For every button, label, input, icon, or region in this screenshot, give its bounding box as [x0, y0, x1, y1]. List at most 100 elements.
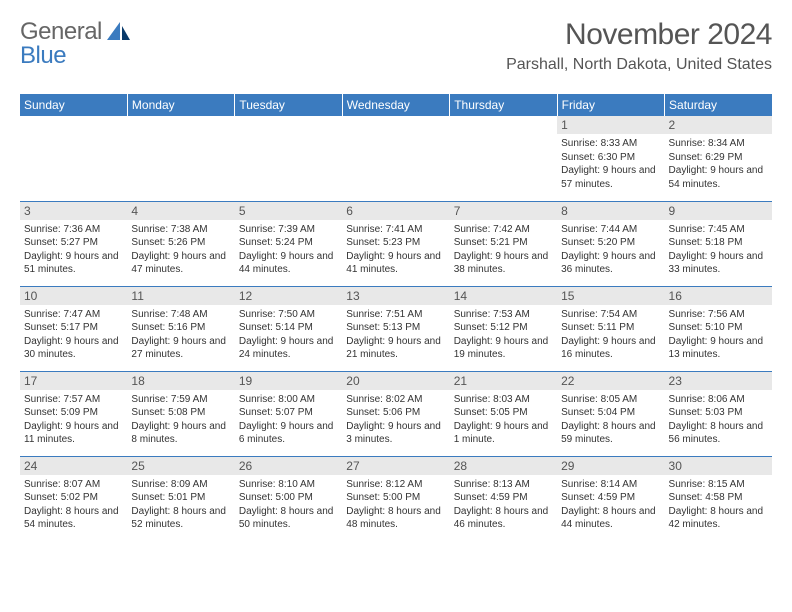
day-number: 22 — [557, 372, 664, 390]
day-detail: Sunrise: 8:07 AMSunset: 5:02 PMDaylight:… — [20, 475, 127, 532]
day-detail-line: Daylight: 9 hours and 13 minutes. — [669, 335, 768, 362]
day-detail-line: Daylight: 9 hours and 6 minutes. — [239, 420, 338, 447]
calendar-day-cell: 16Sunrise: 7:56 AMSunset: 5:10 PMDayligh… — [665, 286, 772, 371]
day-detail-line: Sunrise: 7:36 AM — [24, 223, 123, 237]
day-detail: Sunrise: 7:56 AMSunset: 5:10 PMDaylight:… — [665, 305, 772, 362]
day-detail-line: Sunrise: 8:02 AM — [346, 393, 445, 407]
day-detail-line: Sunset: 5:10 PM — [669, 321, 768, 335]
day-number — [342, 116, 449, 134]
title-block: November 2024 Parshall, North Dakota, Un… — [506, 18, 772, 74]
calendar-day-cell: 13Sunrise: 7:51 AMSunset: 5:13 PMDayligh… — [342, 286, 449, 371]
day-detail-line: Daylight: 9 hours and 47 minutes. — [131, 250, 230, 277]
calendar-day-cell: 9Sunrise: 7:45 AMSunset: 5:18 PMDaylight… — [665, 201, 772, 286]
day-detail: Sunrise: 8:12 AMSunset: 5:00 PMDaylight:… — [342, 475, 449, 532]
day-detail-line: Daylight: 9 hours and 54 minutes. — [669, 164, 768, 191]
day-detail: Sunrise: 8:34 AMSunset: 6:29 PMDaylight:… — [665, 134, 772, 191]
day-detail-line: Sunrise: 8:00 AM — [239, 393, 338, 407]
day-detail: Sunrise: 7:38 AMSunset: 5:26 PMDaylight:… — [127, 220, 234, 277]
calendar-body: 1Sunrise: 8:33 AMSunset: 6:30 PMDaylight… — [20, 116, 772, 541]
day-detail-line: Sunrise: 8:12 AM — [346, 478, 445, 492]
calendar-day-cell: 19Sunrise: 8:00 AMSunset: 5:07 PMDayligh… — [235, 371, 342, 456]
day-number: 29 — [557, 457, 664, 475]
day-detail-line: Sunrise: 7:44 AM — [561, 223, 660, 237]
day-detail-line: Sunrise: 7:59 AM — [131, 393, 230, 407]
day-number: 28 — [450, 457, 557, 475]
day-number: 8 — [557, 202, 664, 220]
day-detail-line: Daylight: 9 hours and 24 minutes. — [239, 335, 338, 362]
day-detail — [450, 134, 557, 137]
day-number: 23 — [665, 372, 772, 390]
day-number: 17 — [20, 372, 127, 390]
day-detail-line: Sunset: 5:04 PM — [561, 406, 660, 420]
day-number: 9 — [665, 202, 772, 220]
day-number: 7 — [450, 202, 557, 220]
weekday-header: Tuesday — [235, 94, 342, 116]
calendar-week-row: 24Sunrise: 8:07 AMSunset: 5:02 PMDayligh… — [20, 456, 772, 541]
day-detail-line: Sunrise: 7:48 AM — [131, 308, 230, 322]
day-detail-line: Sunrise: 7:41 AM — [346, 223, 445, 237]
day-detail-line: Sunset: 5:14 PM — [239, 321, 338, 335]
day-detail-line: Sunrise: 7:45 AM — [669, 223, 768, 237]
day-detail-line: Sunset: 5:06 PM — [346, 406, 445, 420]
calendar-day-cell: 30Sunrise: 8:15 AMSunset: 4:58 PMDayligh… — [665, 456, 772, 541]
day-detail-line: Sunrise: 7:50 AM — [239, 308, 338, 322]
weekday-header-row: SundayMondayTuesdayWednesdayThursdayFrid… — [20, 94, 772, 116]
day-detail-line: Sunset: 4:58 PM — [669, 491, 768, 505]
logo-word-general: General — [20, 18, 102, 45]
day-detail-line: Daylight: 8 hours and 52 minutes. — [131, 505, 230, 532]
weekday-header: Wednesday — [342, 94, 449, 116]
day-detail-line: Sunrise: 7:53 AM — [454, 308, 553, 322]
calendar-day-cell: 28Sunrise: 8:13 AMSunset: 4:59 PMDayligh… — [450, 456, 557, 541]
day-detail-line: Daylight: 8 hours and 48 minutes. — [346, 505, 445, 532]
calendar-day-cell: 7Sunrise: 7:42 AMSunset: 5:21 PMDaylight… — [450, 201, 557, 286]
day-detail — [342, 134, 449, 137]
day-detail-line: Sunset: 6:30 PM — [561, 151, 660, 165]
day-detail-line: Sunrise: 7:39 AM — [239, 223, 338, 237]
day-detail-line: Sunset: 5:20 PM — [561, 236, 660, 250]
day-detail: Sunrise: 7:48 AMSunset: 5:16 PMDaylight:… — [127, 305, 234, 362]
day-detail-line: Sunset: 5:09 PM — [24, 406, 123, 420]
day-number: 4 — [127, 202, 234, 220]
day-detail-line: Sunset: 5:00 PM — [346, 491, 445, 505]
day-detail-line: Daylight: 9 hours and 11 minutes. — [24, 420, 123, 447]
calendar-week-row: 10Sunrise: 7:47 AMSunset: 5:17 PMDayligh… — [20, 286, 772, 371]
day-detail-line: Daylight: 8 hours and 42 minutes. — [669, 505, 768, 532]
day-detail-line: Daylight: 8 hours and 46 minutes. — [454, 505, 553, 532]
day-detail-line: Daylight: 8 hours and 56 minutes. — [669, 420, 768, 447]
day-detail-line: Daylight: 9 hours and 57 minutes. — [561, 164, 660, 191]
day-number: 2 — [665, 116, 772, 134]
day-detail: Sunrise: 7:54 AMSunset: 5:11 PMDaylight:… — [557, 305, 664, 362]
calendar-day-cell: 3Sunrise: 7:36 AMSunset: 5:27 PMDaylight… — [20, 201, 127, 286]
day-number: 20 — [342, 372, 449, 390]
day-detail: Sunrise: 7:42 AMSunset: 5:21 PMDaylight:… — [450, 220, 557, 277]
calendar-day-cell — [127, 116, 234, 201]
calendar-week-row: 3Sunrise: 7:36 AMSunset: 5:27 PMDaylight… — [20, 201, 772, 286]
day-detail: Sunrise: 7:45 AMSunset: 5:18 PMDaylight:… — [665, 220, 772, 277]
day-number: 24 — [20, 457, 127, 475]
day-detail-line: Daylight: 9 hours and 8 minutes. — [131, 420, 230, 447]
day-detail-line: Daylight: 9 hours and 30 minutes. — [24, 335, 123, 362]
location: Parshall, North Dakota, United States — [506, 56, 772, 74]
calendar-day-cell: 15Sunrise: 7:54 AMSunset: 5:11 PMDayligh… — [557, 286, 664, 371]
calendar-day-cell: 4Sunrise: 7:38 AMSunset: 5:26 PMDaylight… — [127, 201, 234, 286]
day-detail-line: Sunrise: 7:47 AM — [24, 308, 123, 322]
day-detail-line: Daylight: 9 hours and 3 minutes. — [346, 420, 445, 447]
day-detail-line: Daylight: 9 hours and 27 minutes. — [131, 335, 230, 362]
day-detail: Sunrise: 8:13 AMSunset: 4:59 PMDaylight:… — [450, 475, 557, 532]
day-number — [235, 116, 342, 134]
day-detail: Sunrise: 7:51 AMSunset: 5:13 PMDaylight:… — [342, 305, 449, 362]
day-detail-line: Sunrise: 8:14 AM — [561, 478, 660, 492]
sail-icon — [107, 22, 131, 42]
day-number: 27 — [342, 457, 449, 475]
day-detail-line: Daylight: 8 hours and 54 minutes. — [24, 505, 123, 532]
day-detail: Sunrise: 7:53 AMSunset: 5:12 PMDaylight:… — [450, 305, 557, 362]
calendar-day-cell: 27Sunrise: 8:12 AMSunset: 5:00 PMDayligh… — [342, 456, 449, 541]
day-detail-line: Daylight: 9 hours and 19 minutes. — [454, 335, 553, 362]
day-number: 15 — [557, 287, 664, 305]
calendar-week-row: 1Sunrise: 8:33 AMSunset: 6:30 PMDaylight… — [20, 116, 772, 201]
day-detail-line: Sunset: 5:03 PM — [669, 406, 768, 420]
day-detail-line: Daylight: 9 hours and 44 minutes. — [239, 250, 338, 277]
day-detail: Sunrise: 8:06 AMSunset: 5:03 PMDaylight:… — [665, 390, 772, 447]
day-detail-line: Sunrise: 8:06 AM — [669, 393, 768, 407]
day-detail-line: Sunset: 5:07 PM — [239, 406, 338, 420]
